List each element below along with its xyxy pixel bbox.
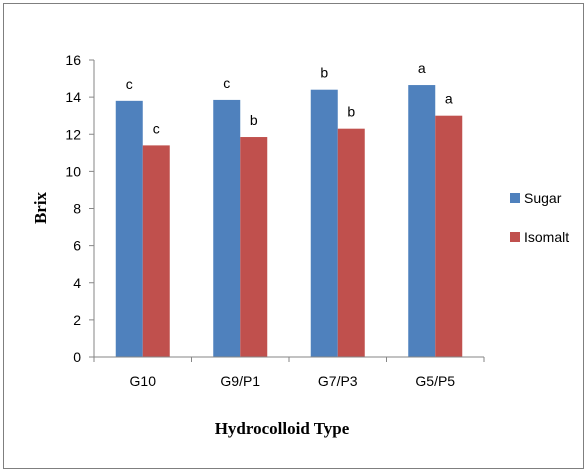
ticks-layer: 0 2 4 6 8 10 12 14 16 G10 G9/P1 G7/P3 G5/P5	[65, 52, 485, 389]
data-label: a	[445, 91, 453, 107]
x-tick-label: G7/P3	[318, 373, 358, 389]
data-label: b	[347, 104, 355, 120]
legend-label-sugar: Sugar	[524, 190, 562, 206]
y-tick-label: 4	[73, 275, 81, 291]
bar-isomalt-g9-p1	[240, 137, 268, 357]
data-label: b	[250, 112, 258, 128]
y-tick-label: 2	[73, 312, 81, 328]
y-tick-label: 14	[65, 89, 81, 105]
legend-swatch-sugar	[510, 193, 520, 203]
y-tick-label: 6	[73, 238, 81, 254]
y-tick-label: 0	[73, 349, 81, 365]
legend: Sugar Isomalt	[510, 190, 569, 245]
bar-sugar-g10	[115, 100, 143, 358]
legend-swatch-isomalt	[510, 232, 520, 242]
legend-label-isomalt: Isomalt	[524, 229, 569, 245]
data-label: c	[223, 75, 230, 91]
bar-sugar-g5-p5	[408, 85, 436, 357]
data-label: c	[153, 120, 160, 136]
chart-border	[3, 3, 584, 469]
y-tick-label: 12	[65, 126, 81, 142]
data-label: c	[126, 76, 133, 92]
bar-isomalt-g5-p5	[435, 115, 463, 357]
x-tick-label: G5/P5	[415, 373, 455, 389]
y-tick-label: 8	[73, 201, 81, 217]
x-axis-title: Hydrocolloid Type	[215, 419, 350, 438]
y-tick-label: 10	[65, 163, 81, 179]
data-label: b	[320, 65, 328, 81]
bars-layer	[115, 85, 463, 358]
labels-layer: c c c b b b a a	[126, 60, 453, 136]
bar-sugar-g7-p3	[310, 89, 338, 357]
data-label: a	[418, 60, 426, 76]
y-tick-label: 16	[65, 52, 81, 68]
bar-isomalt-g7-p3	[337, 128, 365, 357]
x-tick-label: G9/P1	[220, 373, 260, 389]
x-tick-label: G10	[130, 373, 157, 389]
y-axis-title: Brix	[31, 191, 50, 224]
bar-sugar-g9-p1	[213, 99, 241, 358]
bar-isomalt-g10	[142, 145, 170, 357]
